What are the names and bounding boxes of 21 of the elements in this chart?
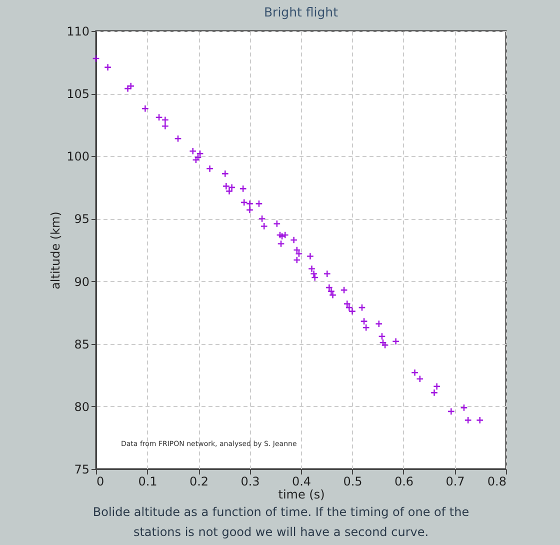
y-axis-title: altitude (km) [48, 212, 63, 290]
y-tick-label: 90 [74, 274, 90, 289]
x-tick-label: 0.1 [138, 474, 158, 488]
y-tick-label: 100 [66, 150, 90, 164]
x-tick-label: 0.4 [292, 474, 312, 488]
x-axis-title: time (s) [278, 488, 325, 502]
y-tick-label: 105 [66, 87, 90, 102]
y-tick-label: 110 [66, 24, 90, 38]
y-tick-label: 95 [74, 212, 90, 226]
x-tick-label: 0.7 [446, 474, 465, 488]
x-tick-label: 0 [96, 474, 104, 488]
x-tick-label: 0.3 [240, 474, 260, 488]
x-tick-label: 0.6 [394, 474, 414, 488]
y-tick-label: 80 [74, 400, 90, 414]
x-tick-label: 0.2 [189, 474, 209, 488]
x-tick-label: 0.5 [343, 474, 362, 488]
x-tick-label: 0.8 [487, 474, 506, 488]
chart-title: Bright flight [264, 4, 338, 20]
y-tick-label: 75 [74, 462, 90, 476]
y-tick-label: 85 [74, 337, 90, 352]
text: Bolide altitude as a function of time. If the timing of one of the stations is not good we will have a second curve. [92, 505, 470, 539]
